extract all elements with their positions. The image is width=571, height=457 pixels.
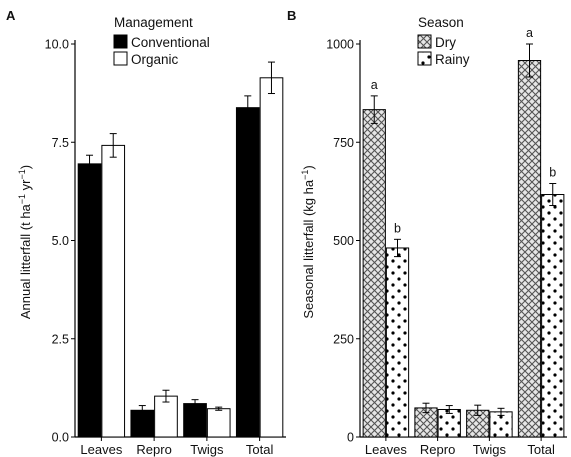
y-axis-b-label: Seasonal litterfall (kg ha−1): [300, 165, 316, 318]
x-tick-label: Total: [527, 442, 555, 457]
panel-b: B Season Dry Rainy Seasonal litterfall (…: [287, 8, 567, 457]
y-tick-label: 250: [333, 332, 354, 346]
legend-b-title: Season: [418, 15, 464, 30]
panel-b-label: B: [287, 8, 296, 23]
bar-conventional-total: [235, 107, 260, 438]
y-tick-label: 0.0: [52, 431, 69, 445]
y-tick-label: 750: [333, 136, 354, 150]
significance-label: b: [394, 221, 401, 235]
legend-a-title: Management: [114, 15, 193, 30]
y-tick-label: 1000: [326, 38, 354, 52]
legend-b-swatch-dry: [417, 34, 432, 49]
bar-dry-leaves: [362, 109, 386, 438]
plot-b: 0 250 500 750 1000 Leaves a b Repro Twigs Total a b: [326, 26, 567, 457]
x-tick-label: Twigs: [473, 442, 507, 457]
plot-a: 0.0 2.5 5.0 7.5 10.0 Leaves Repro Twigs Total: [45, 38, 286, 457]
bar-rainy-leaves: [385, 247, 410, 438]
x-tick-label: Total: [246, 442, 274, 457]
legend-b-label-dry: Dry: [435, 35, 456, 50]
legend-b-label-rainy: Rainy: [435, 52, 470, 67]
significance-label: a: [526, 26, 533, 40]
y-tick-label: 500: [333, 234, 354, 248]
x-tick-label: Twigs: [190, 442, 224, 457]
y-tick-label: 0: [347, 431, 354, 445]
bar-dry-total: [517, 60, 542, 438]
bar-organic-total: [259, 77, 284, 438]
bar-rainy-total: [541, 194, 565, 438]
significance-label: b: [549, 166, 556, 180]
legend-a-label-conventional: Conventional: [131, 35, 210, 50]
legend-a-swatch-conventional: [113, 34, 128, 49]
y-tick-label: 5.0: [52, 234, 69, 248]
significance-label: a: [371, 78, 378, 92]
x-tick-label: Leaves: [365, 442, 407, 457]
x-tick-label: Repro: [420, 442, 455, 457]
y-axis-a-label: Annual litterfall (t ha−1 yr−1): [17, 165, 33, 319]
bar-organic-leaves: [101, 144, 126, 438]
bar-conventional-leaves: [77, 163, 102, 438]
legend-b-swatch-rainy: [417, 51, 432, 66]
y-tick-label: 10.0: [45, 38, 69, 52]
y-tick-label: 2.5: [52, 332, 69, 346]
legend-a-label-organic: Organic: [131, 52, 179, 67]
x-tick-label: Repro: [136, 442, 171, 457]
panel-a-label: A: [6, 8, 16, 23]
y-tick-label: 7.5: [52, 136, 69, 150]
bar-organic-twigs: [206, 408, 231, 438]
legend-a-swatch-organic: [113, 51, 128, 66]
panel-a: A Management Conventional Organic Annual…: [6, 8, 286, 457]
x-tick-label: Leaves: [80, 442, 122, 457]
bar-conventional-twigs: [183, 403, 207, 438]
